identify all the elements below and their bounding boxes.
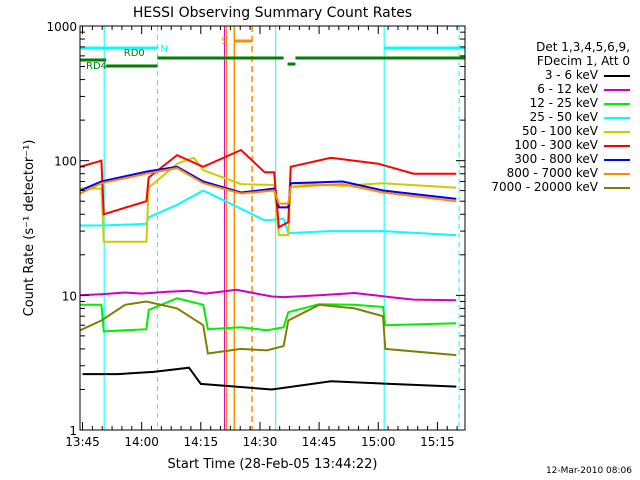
y-tick-label: 1 — [69, 424, 77, 438]
x-tick-label: 14:00 — [124, 435, 159, 449]
legend-swatch — [604, 159, 630, 161]
legend-header-line-2: FDecim 1, Att 0 — [536, 54, 630, 68]
legend: Det 1,3,4,5,6,9, FDecim 1, Att 0 3 - 6 k… — [480, 40, 630, 194]
legend-item: 12 - 25 keV — [480, 96, 630, 110]
legend-swatch — [604, 131, 630, 133]
legend-swatch — [604, 145, 630, 147]
series-line-7 — [79, 165, 457, 209]
y-tick-label: 100 — [54, 155, 77, 169]
series-line-9 — [79, 300, 457, 357]
legend-item: 3 - 6 keV — [480, 68, 630, 82]
legend-swatch — [604, 173, 630, 175]
legend-item-label: 7000 - 20000 keV — [491, 180, 598, 194]
legend-swatch — [604, 89, 630, 91]
x-axis-label: Start Time (28-Feb-05 13:44:22) — [168, 457, 378, 472]
legend-swatch — [604, 187, 630, 189]
x-tick-label: 13:45 — [65, 435, 100, 449]
saa-marker-label: S — [221, 36, 227, 47]
x-tick-label: 14:30 — [243, 435, 278, 449]
legend-item: 100 - 300 keV — [480, 138, 630, 152]
x-tick-label: 15:00 — [361, 435, 396, 449]
rd0-label: RD0 — [124, 48, 145, 59]
y-tick-label: 10 — [62, 289, 77, 303]
night-marker-label: N — [160, 44, 167, 55]
x-tick-label: 14:15 — [184, 435, 219, 449]
chart-title: HESSI Observing Summary Count Rates — [133, 5, 412, 21]
series-line-8 — [79, 167, 457, 205]
legend-item: 800 - 7000 keV — [480, 166, 630, 180]
legend-item-label: 100 - 300 keV — [514, 138, 598, 152]
legend-item: 7000 - 20000 keV — [480, 180, 630, 194]
legend-item-label: 300 - 800 keV — [514, 152, 598, 166]
series-line-4 — [80, 189, 457, 237]
legend-item: 300 - 800 keV — [480, 152, 630, 166]
legend-item: 6 - 12 keV — [480, 82, 630, 96]
x-tick-label: 15:15 — [420, 435, 455, 449]
legend-item-label: 12 - 25 keV — [529, 96, 598, 110]
legend-swatch — [604, 117, 630, 119]
x-tick-label: 14:45 — [302, 435, 337, 449]
series-line-3 — [80, 297, 457, 333]
legend-item-label: 3 - 6 keV — [544, 68, 598, 82]
series-line-6 — [79, 148, 457, 229]
legend-item-label: 800 - 7000 keV — [506, 166, 598, 180]
rd4-label: RD4 — [86, 61, 107, 72]
plot-frame — [79, 25, 466, 431]
legend-item-label: 25 - 50 keV — [529, 110, 598, 124]
legend-item-label: 50 - 100 keV — [521, 124, 598, 138]
y-axis-label: Count Rate (s⁻¹ detector⁻¹) — [22, 140, 37, 317]
legend-item: 50 - 100 keV — [480, 124, 630, 138]
y-tick-label: 1000 — [46, 20, 77, 34]
legend-item-label: 6 - 12 keV — [537, 82, 598, 96]
legend-swatch — [604, 75, 630, 77]
legend-header-line-1: Det 1,3,4,5,6,9, — [536, 40, 630, 54]
timestamp-footer: 12-Mar-2010 08:06 — [545, 466, 632, 476]
legend-swatch — [604, 103, 630, 105]
series-line-2 — [80, 288, 457, 302]
legend-item: 25 - 50 keV — [480, 110, 630, 124]
series-line-1 — [82, 366, 457, 391]
